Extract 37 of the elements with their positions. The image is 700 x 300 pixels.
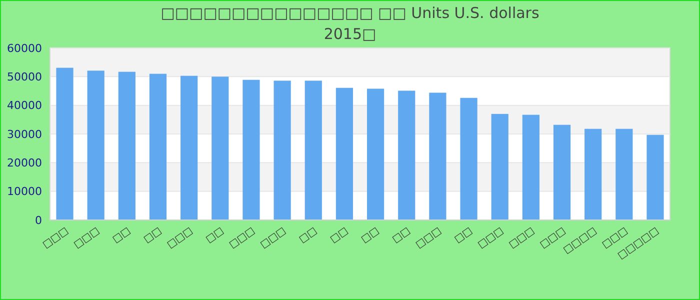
bar [398,90,416,220]
bar [212,76,229,220]
y-tick-label: 0 [35,214,42,227]
y-tick-label: 20000 [7,156,42,170]
bar [56,68,74,220]
bar [274,80,291,220]
x-tick-label: □□ [110,225,133,246]
x-tick-label: □□ [297,225,320,246]
bar [491,114,508,220]
y-tick-label: 60000 [7,42,42,55]
y-tick-label: 50000 [7,70,42,84]
bar [87,70,104,220]
bar [460,98,478,220]
x-tick-label: □□ [359,225,382,246]
chart-subtitle: 2015□ [324,25,376,43]
bar [149,74,167,220]
bar [646,134,664,220]
bar [366,88,384,220]
bar [616,128,633,220]
bar [429,92,446,220]
y-tick-label: 10000 [7,185,42,198]
bar [304,80,322,220]
y-tick-label: 40000 [7,99,42,112]
y-tick-label: 30000 [7,128,42,141]
x-tick-label: □□ [452,225,474,246]
chart-title: □□□□□□□□□□□□□□□ □□ Units U.S. dollars [160,4,540,22]
bar [118,72,136,220]
x-tick-label: □□ [204,225,226,246]
bar [553,124,571,220]
bar [336,88,354,220]
x-tick-label: □□ [328,225,350,246]
bar [180,76,198,220]
bar [522,114,540,220]
bar [242,80,260,220]
x-tick-label: □□ [142,225,164,246]
x-tick-label: □□ [390,225,412,246]
bar [584,128,602,220]
